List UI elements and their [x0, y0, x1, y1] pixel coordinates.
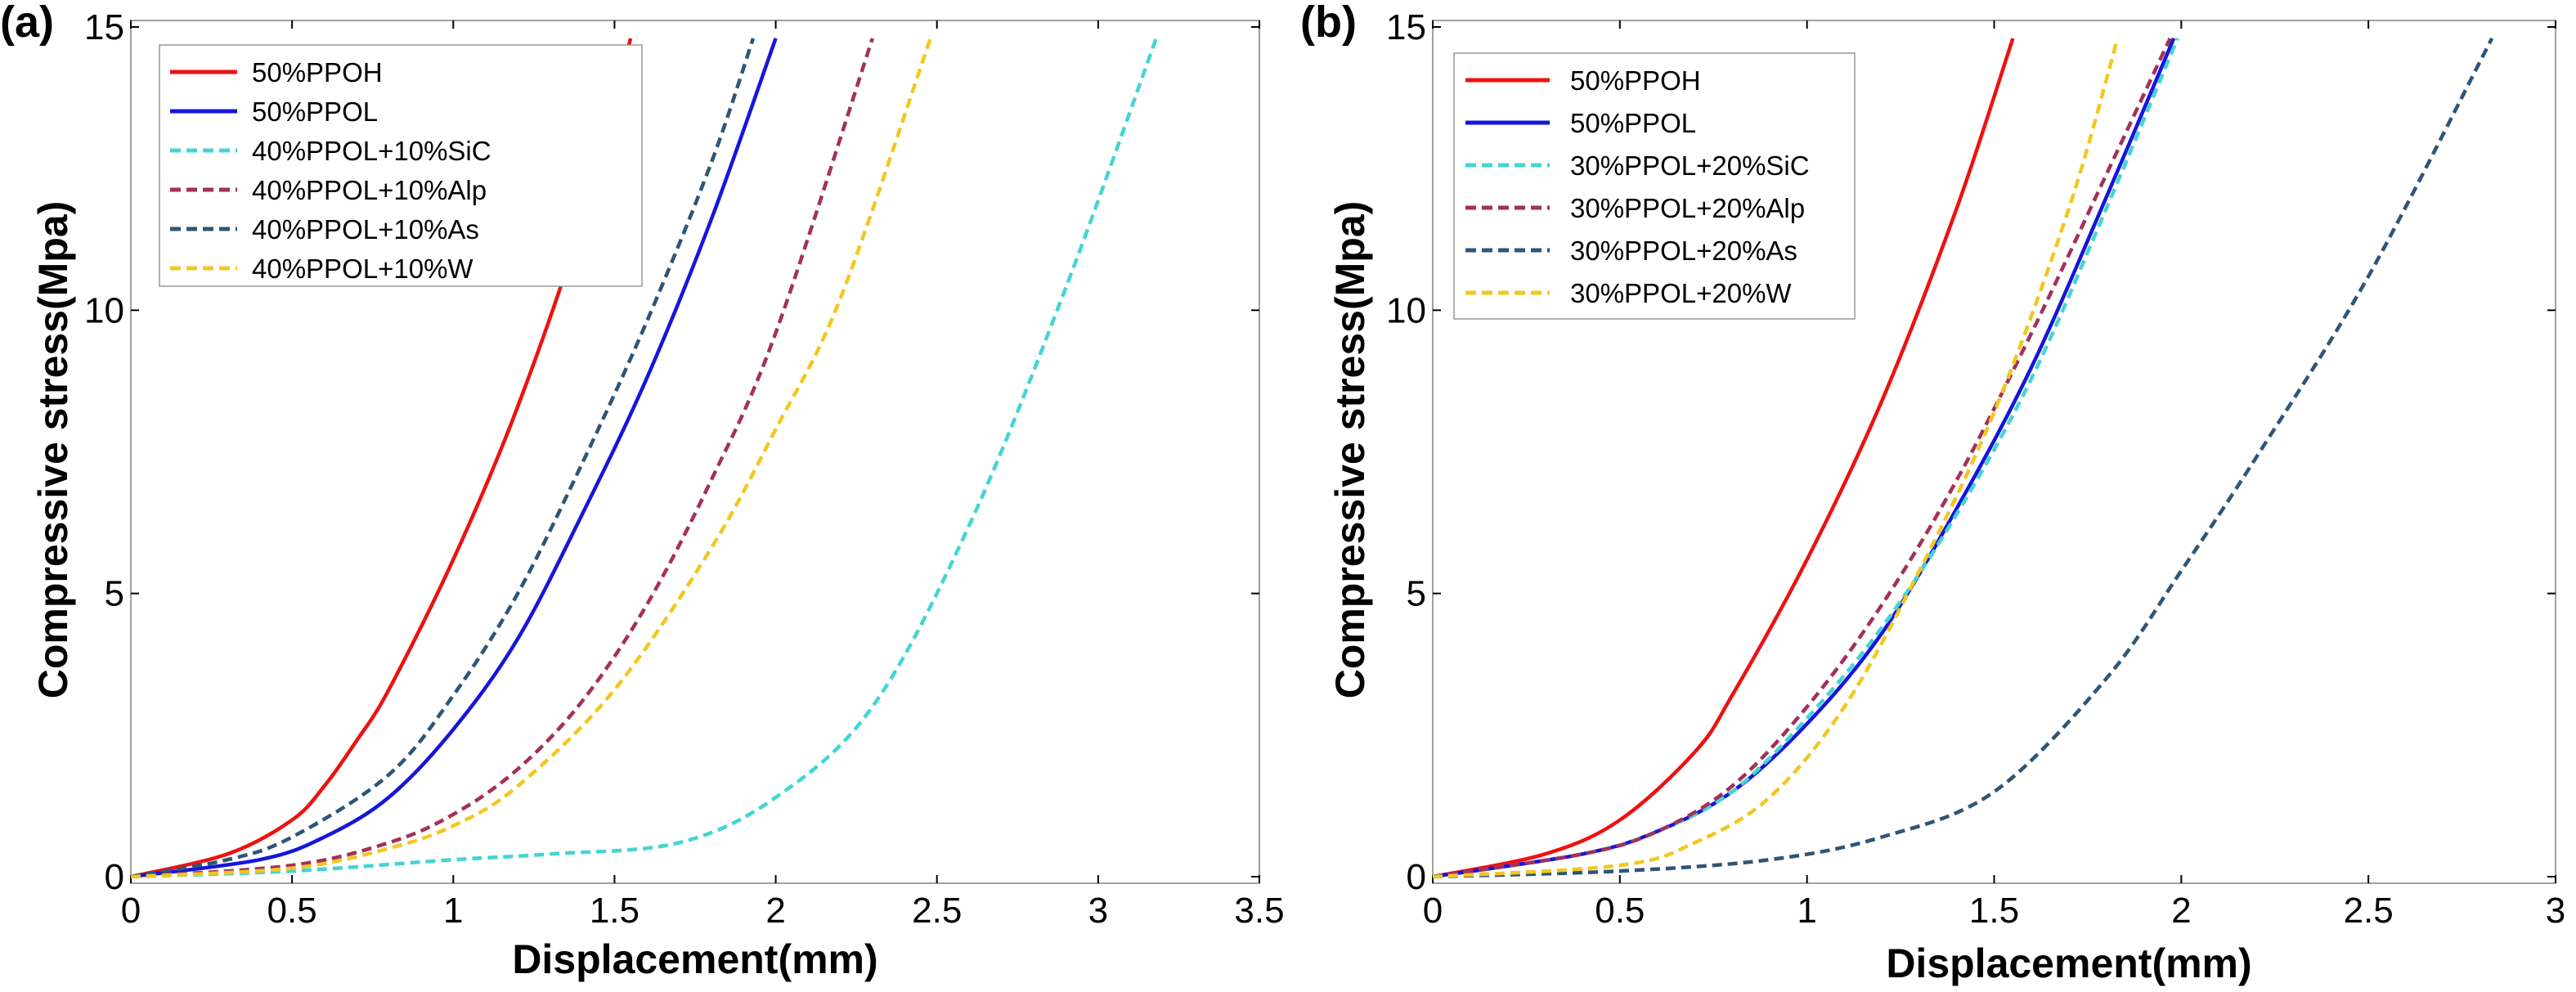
panel-a-ytick-label: 10 [84, 290, 124, 330]
panel-b-xtick-label: 2.5 [2344, 891, 2394, 931]
panel-a-legend-label-3: 40%PPOL+10%SiC [252, 136, 491, 166]
panel-a-xtick-label: 1 [443, 891, 463, 931]
panel-b-xtick-label: 1.5 [1969, 891, 2019, 931]
panel-a-legend: 50%PPOH 50%PPOL 40%PPOL+10%SiC 40%PPOL+10%A… [159, 44, 643, 287]
panel-b-series-line-3 [1432, 38, 2179, 879]
panel-a-xtick-label: 3.5 [1234, 891, 1284, 931]
panel-b-legend-label-1: 50%PPOH [1570, 65, 1701, 96]
panel-a-ylabel: Compressive stress(Mpa) [30, 201, 76, 699]
panel-a-ytick-label: 0 [105, 857, 124, 897]
panel-a-xtick-label: 3 [1088, 891, 1108, 931]
panel-b-ytick-label: 0 [1407, 857, 1426, 897]
panel-b-legend-label-5: 30%PPOL+20%As [1570, 236, 1797, 266]
panel-a-ticks: 0 0.5 1 1.5 2 2.5 3 3.5 0 5 10 15 [84, 7, 1285, 931]
panel-b-label: (b) [1300, 0, 1357, 47]
panel-a: (a) Displacement(mm) Compressive stress(… [0, 0, 1285, 982]
panel-b-series-line-2 [1432, 38, 2176, 879]
panel-a-series-line-6 [130, 38, 932, 879]
panel-b-xlabel: Displacement(mm) [1886, 940, 2251, 986]
panel-a-legend-label-1: 50%PPOH [252, 57, 383, 88]
panel-b-legend-label-6: 30%PPOL+20%W [1570, 278, 1792, 308]
panel-a-legend-label-2: 50%PPOL [252, 97, 378, 127]
panel-b-series-line-6 [1432, 38, 2120, 879]
panel-b-ytick-label: 5 [1407, 574, 1426, 614]
panel-a-series-line-3 [130, 38, 1158, 879]
panel-b-xtick-label: 2 [2171, 891, 2191, 931]
panel-b-ytick-label: 15 [1386, 7, 1426, 47]
panel-b-legend-label-3: 30%PPOL+20%SiC [1570, 150, 1810, 181]
panel-b-legend-box [1453, 52, 1856, 320]
panel-b-xtick-label: 0 [1423, 891, 1443, 931]
panel-a-series-line-5 [130, 38, 756, 879]
panel-a-xtick-label: 0.5 [267, 891, 317, 931]
panel-a-legend-label-5: 40%PPOL+10%As [252, 214, 479, 245]
panel-b-legend-label-2: 50%PPOL [1570, 108, 1696, 138]
panel-b-series-line-5 [1432, 37, 2494, 879]
panel-a-xtick-label: 2.5 [912, 891, 962, 931]
panel-b-xtick-label: 3 [2546, 891, 2565, 931]
panel-a-xtick-label: 2 [765, 891, 785, 931]
panel-a-ytick-label: 15 [84, 7, 124, 47]
panel-b: (b) Displacement(mm) Compressive stress(… [1300, 0, 2565, 986]
panel-a-legend-label-4: 40%PPOL+10%Alp [252, 175, 487, 205]
panel-b-xtick-label: 0.5 [1595, 891, 1645, 931]
panel-b-ticks: 0 0.5 1 1.5 2 2.5 3 0 5 10 15 [1386, 7, 2565, 931]
panel-a-legend-box [159, 44, 643, 287]
panel-a-ytick-label: 5 [105, 574, 124, 614]
panel-b-series [1432, 37, 2494, 879]
panel-a-legend-label-6: 40%PPOL+10%W [252, 254, 473, 284]
panel-a-xtick-label: 1.5 [590, 891, 640, 931]
panel-a-series-line-2 [130, 38, 778, 879]
panel-b-ylabel: Compressive stress(Mpa) [1327, 201, 1373, 699]
panel-a-label: (a) [0, 0, 54, 47]
panel-b-legend-label-4: 30%PPOL+20%Alp [1570, 193, 1805, 223]
panel-b-ytick-label: 10 [1386, 290, 1426, 330]
panel-a-series-line-4 [130, 38, 875, 879]
panel-b-series-line-1 [1432, 38, 2015, 879]
panel-a-xlabel: Displacement(mm) [512, 936, 877, 982]
panel-a-xtick-label: 0 [121, 891, 141, 931]
panel-b-xtick-label: 1 [1797, 891, 1816, 931]
panel-b-legend: 50%PPOH 50%PPOL 30%PPOL+20%SiC 30%PPOL+20%A… [1453, 52, 1856, 320]
